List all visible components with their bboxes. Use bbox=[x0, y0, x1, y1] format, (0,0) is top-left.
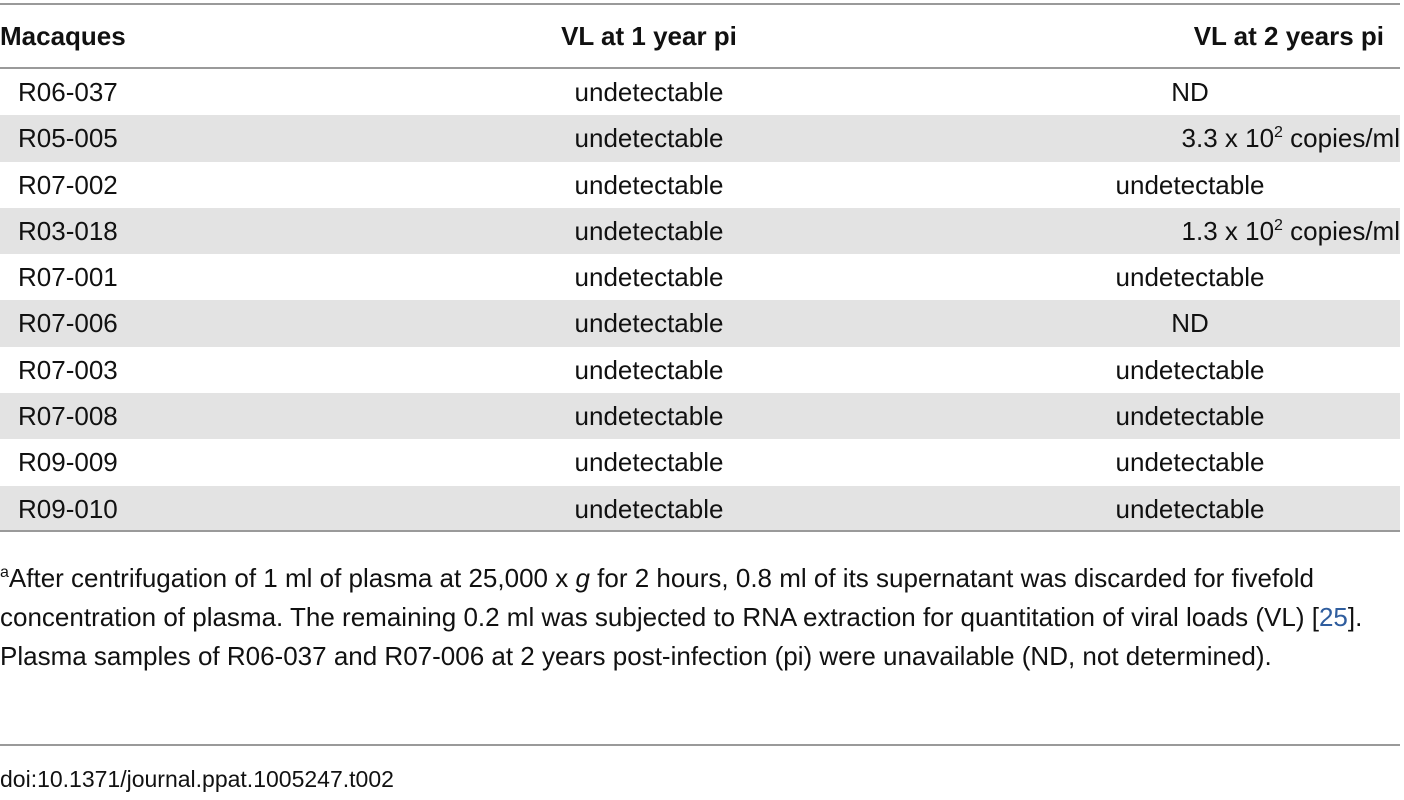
vl-value: 3.3 x 10 bbox=[1181, 123, 1275, 154]
table-footnote: aAfter centrifugation of 1 ml of plasma … bbox=[0, 559, 1400, 676]
table-row: R07-006 undetectable ND bbox=[0, 300, 1400, 347]
cell-vl-1-year: undetectable bbox=[574, 401, 724, 432]
cell-macaque: R05-005 bbox=[18, 123, 118, 154]
table-row: R05-005 undetectable 3.3 x 102 copies/ml bbox=[0, 115, 1400, 162]
table-row: R09-010 undetectable undetectable bbox=[0, 485, 1400, 532]
table-row: R07-008 undetectable undetectable bbox=[0, 393, 1400, 440]
header-rule bbox=[0, 67, 1400, 69]
cell-macaque: R07-002 bbox=[18, 169, 118, 200]
footnote-text-1: After centrifugation of 1 ml of plasma a… bbox=[8, 563, 576, 593]
table-top-rule bbox=[0, 3, 1400, 5]
footnote-marker: a bbox=[0, 564, 9, 581]
cell-vl-1-year: undetectable bbox=[574, 77, 724, 107]
table-row: R07-002 undetectable undetectable bbox=[0, 162, 1400, 208]
cell-macaque: R03-018 bbox=[18, 215, 118, 246]
cell-macaque: R07-003 bbox=[18, 354, 118, 385]
cell-vl-2-years: undetectable bbox=[1115, 169, 1265, 200]
cell-vl-2-years: undetectable bbox=[1115, 262, 1265, 293]
cell-vl-1-year: undetectable bbox=[574, 308, 724, 339]
header-macaques: Macaques bbox=[0, 21, 126, 51]
cell-vl-1-year: undetectable bbox=[574, 447, 724, 478]
vl-exponent: 2 bbox=[1274, 124, 1283, 142]
vl-value: 1.3 x 10 bbox=[1181, 215, 1275, 246]
header-vl-1-year: VL at 1 year pi bbox=[561, 21, 737, 51]
header-vl-2-years: VL at 2 years pi bbox=[1193, 21, 1384, 51]
vl-unit: copies/ml bbox=[1282, 215, 1400, 246]
cell-vl-2-years: 3.3 x 102 copies/ml bbox=[980, 115, 1400, 161]
cell-macaque: R09-009 bbox=[18, 447, 118, 478]
cell-vl-2-years: undetectable bbox=[1115, 354, 1265, 385]
cell-vl-1-year: undetectable bbox=[574, 354, 724, 385]
table-row: R07-001 undetectable undetectable bbox=[0, 254, 1400, 300]
table-header: Macaques VL at 1 year pi VL at 2 years p… bbox=[0, 5, 1400, 67]
footnote-text-2: for 2 hours, 0.8 ml of its supernatant w… bbox=[0, 563, 1319, 632]
reference-link-25[interactable]: 25 bbox=[1318, 602, 1348, 632]
vl-exponent: 2 bbox=[1274, 216, 1283, 234]
cell-macaque: R07-006 bbox=[18, 308, 118, 339]
cell-macaque: R07-001 bbox=[18, 262, 118, 293]
vl-unit: copies/ml bbox=[1282, 123, 1400, 154]
doi-text: doi:10.1371/journal.ppat.1005247.t002 bbox=[0, 766, 394, 792]
cell-macaque: R07-008 bbox=[18, 401, 118, 432]
cell-vl-2-years: ND bbox=[1171, 308, 1209, 339]
footnote-text-3: ]. Plasma samples of R06-037 and R07-006… bbox=[0, 602, 1363, 671]
cell-vl-1-year: undetectable bbox=[574, 169, 724, 200]
table-row: R06-037 undetectable ND bbox=[0, 69, 1400, 115]
table-bottom-rule bbox=[0, 530, 1400, 532]
cell-macaque: R09-010 bbox=[18, 493, 118, 524]
cell-vl-1-year: undetectable bbox=[574, 123, 724, 154]
cell-vl-2-years: ND bbox=[1171, 77, 1209, 107]
table-row: R07-003 undetectable undetectable bbox=[0, 347, 1400, 393]
cell-vl-1-year: undetectable bbox=[574, 493, 724, 524]
cell-vl-1-year: undetectable bbox=[574, 215, 724, 246]
cell-macaque: R06-037 bbox=[18, 77, 118, 107]
cell-vl-2-years: undetectable bbox=[1115, 401, 1265, 432]
table-row: R03-018 undetectable 1.3 x 102 copies/ml bbox=[0, 207, 1400, 255]
cell-vl-1-year: undetectable bbox=[574, 262, 724, 293]
cell-vl-2-years: undetectable bbox=[1115, 447, 1265, 478]
table-body: R06-037 undetectable ND R05-005 undetect… bbox=[0, 69, 1400, 532]
doi-rule bbox=[0, 744, 1400, 746]
footnote-italic-g: g bbox=[575, 563, 590, 593]
cell-vl-2-years: undetectable bbox=[1115, 493, 1265, 524]
cell-vl-2-years: 1.3 x 102 copies/ml bbox=[980, 208, 1400, 254]
table-row: R09-009 undetectable undetectable bbox=[0, 439, 1400, 485]
